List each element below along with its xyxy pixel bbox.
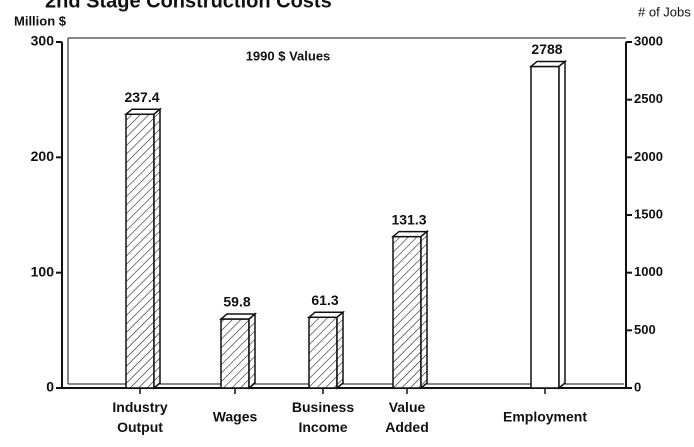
bar	[528, 59, 568, 390]
bar-front	[392, 235, 422, 389]
bar-side	[248, 312, 256, 390]
y2-tick-label: 3000	[634, 33, 663, 48]
chart-title: 2nd Stage Construction Costs	[45, 0, 332, 12]
y2-tick-label: 2500	[634, 91, 663, 106]
bar-side	[336, 310, 344, 390]
y2-tick-label: 1500	[634, 206, 663, 221]
y-tick-label: 200	[31, 148, 55, 164]
x-tick-label: Wages	[213, 409, 258, 425]
bar	[123, 107, 163, 390]
x-tick-label: Industry Output	[112, 399, 167, 435]
y2-axis-label: # of Jobs	[638, 4, 691, 19]
value-label: 61.3	[311, 292, 338, 308]
value-label: 2788	[531, 41, 562, 57]
x-tick-label: Employment	[503, 409, 587, 425]
y2-tick-label: 1000	[634, 264, 663, 279]
bar	[218, 312, 258, 390]
y-tick-label: 300	[31, 33, 55, 49]
y2-tick-label: 2000	[634, 149, 663, 164]
value-label: 59.8	[223, 294, 250, 310]
bar	[390, 229, 430, 390]
y-tick-label: 0	[46, 379, 54, 395]
bar-side	[153, 107, 161, 390]
y2-tick-label: 0	[634, 379, 641, 394]
y-tick-label: 100	[31, 263, 55, 279]
value-label: 131.3	[391, 211, 426, 227]
y2-tick-label: 500	[634, 322, 656, 337]
bar-side	[420, 229, 428, 390]
bar-front	[220, 318, 250, 389]
x-tick-label: Value Added	[385, 399, 429, 435]
bar	[306, 310, 346, 390]
bar-front	[530, 65, 560, 389]
bar-front	[125, 113, 155, 389]
bar-side	[558, 59, 566, 390]
annotation: 1990 $ Values	[246, 48, 331, 63]
y-axis-label: Million $	[14, 13, 67, 28]
bar-front	[308, 316, 338, 389]
x-tick-label: Business Income	[292, 399, 354, 435]
value-label: 237.4	[124, 89, 159, 105]
